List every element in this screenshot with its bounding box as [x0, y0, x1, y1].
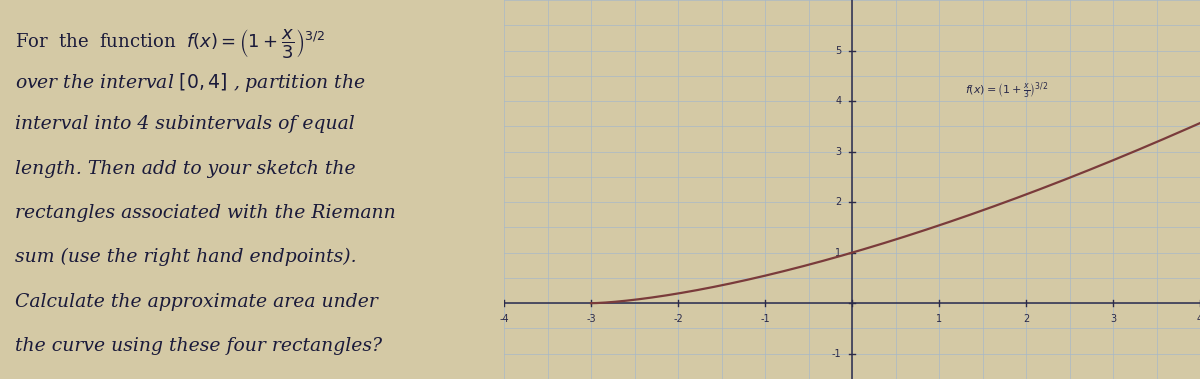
- Text: 4: 4: [1196, 314, 1200, 324]
- Text: 5: 5: [835, 45, 841, 56]
- Text: -3: -3: [586, 314, 596, 324]
- Text: 1: 1: [835, 247, 841, 258]
- Text: the curve using these four rectangles?: the curve using these four rectangles?: [16, 337, 382, 355]
- Text: -2: -2: [673, 314, 683, 324]
- Text: 4: 4: [835, 96, 841, 106]
- Text: length. Then add to your sketch the: length. Then add to your sketch the: [16, 160, 355, 177]
- Text: over the interval $[0,4]$ , partition the: over the interval $[0,4]$ , partition th…: [16, 71, 366, 94]
- Text: 3: 3: [1110, 314, 1116, 324]
- Text: interval into 4 subintervals of equal: interval into 4 subintervals of equal: [16, 115, 355, 133]
- Text: $f(x)=\left(1+\frac{x}{3}\right)^{3/2}$: $f(x)=\left(1+\frac{x}{3}\right)^{3/2}$: [965, 81, 1049, 101]
- Text: 1: 1: [936, 314, 942, 324]
- Text: For  the  function  $f(x) = \left(1+\dfrac{x}{3}\right)^{3/2}$: For the function $f(x) = \left(1+\dfrac{…: [16, 27, 325, 60]
- Text: -1: -1: [832, 349, 841, 359]
- Text: 2: 2: [835, 197, 841, 207]
- Text: -4: -4: [499, 314, 509, 324]
- Text: 3: 3: [835, 147, 841, 157]
- Text: -1: -1: [760, 314, 770, 324]
- Text: 2: 2: [1022, 314, 1030, 324]
- Text: Calculate the approximate area under: Calculate the approximate area under: [16, 293, 378, 310]
- Text: sum (use the right hand endpoints).: sum (use the right hand endpoints).: [16, 248, 356, 266]
- Text: rectangles associated with the Riemann: rectangles associated with the Riemann: [16, 204, 396, 222]
